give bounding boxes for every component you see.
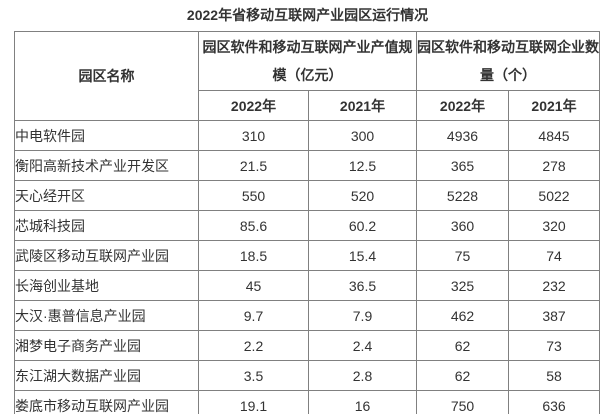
table-row: 东江湖大数据产业园 3.5 2.8 62 58: [14, 360, 600, 391]
year-header-output-2022: 2022年: [198, 90, 309, 121]
value-cell: 21.5: [198, 150, 309, 181]
year-header-count-2022: 2022年: [416, 90, 509, 121]
table-row: 芯城科技园 85.6 60.2 360 320: [14, 210, 600, 241]
year-header-output-2021: 2021年: [308, 90, 417, 121]
value-cell: 7.9: [308, 300, 417, 331]
park-name-cell: 娄底市移动互联网产业园: [14, 390, 199, 414]
value-cell: 2.8: [308, 360, 417, 391]
value-cell: 15.4: [308, 240, 417, 271]
park-name-cell: 芯城科技园: [14, 210, 199, 241]
group-header-row: 园区名称 园区软件和移动互联网产业产值规 模（亿元） 园区软件和移动互联网企业数…: [14, 31, 600, 121]
year-header-count-2021: 2021年: [508, 90, 600, 121]
page-title: 2022年省移动互联网产业园区运行情况: [186, 7, 429, 23]
value-cell: 16: [308, 390, 417, 414]
value-cell: 320: [508, 210, 600, 241]
value-cell: 58: [508, 360, 600, 391]
value-cell: 300: [308, 120, 417, 151]
park-name-cell: 湘梦电子商务产业园: [14, 330, 199, 361]
value-cell: 45: [198, 270, 309, 301]
value-cell: 75: [416, 240, 509, 271]
enterprise-count-group-header-line1: 园区软件和移动互联网企业数: [417, 39, 599, 55]
output-value-group-header-line2: 模（亿元）: [272, 67, 343, 83]
park-name-cell: 天心经开区: [14, 180, 199, 211]
park-name-column-header: 园区名称: [14, 31, 199, 121]
park-name-cell: 大汉·惠普信息产业园: [14, 300, 199, 331]
table-row: 大汉·惠普信息产业园 9.7 7.9 462 387: [14, 300, 600, 331]
output-value-group-header-line1: 园区软件和移动互联网产业产值规: [202, 39, 413, 55]
value-cell: 73: [508, 330, 600, 361]
value-cell: 2.4: [308, 330, 417, 361]
value-cell: 4845: [508, 120, 600, 151]
table-header: 园区名称 园区软件和移动互联网产业产值规 模（亿元） 园区软件和移动互联网企业数…: [14, 31, 600, 121]
park-name-cell: 衡阳高新技术产业开发区: [14, 150, 199, 181]
value-cell: 12.5: [308, 150, 417, 181]
value-cell: 9.7: [198, 300, 309, 331]
table-row: 天心经开区 550 520 5228 5022: [14, 180, 600, 211]
value-cell: 278: [508, 150, 600, 181]
value-cell: 36.5: [308, 270, 417, 301]
value-cell: 750: [416, 390, 509, 414]
value-cell: 365: [416, 150, 509, 181]
value-cell: 85.6: [198, 210, 309, 241]
value-cell: 550: [198, 180, 309, 211]
value-cell: 310: [198, 120, 309, 151]
park-name-cell: 中电软件园: [14, 120, 199, 151]
year-header-row: 2022年 2021年 2022年 2021年: [15, 90, 600, 121]
value-cell: 5228: [416, 180, 509, 211]
value-cell: 462: [416, 300, 509, 331]
value-cell: 62: [416, 330, 509, 361]
enterprise-count-group-header-line2: 量（个）: [480, 67, 536, 83]
enterprise-count-group-header: 园区软件和移动互联网企业数 量（个）: [416, 31, 600, 91]
park-name-cell: 武陵区移动互联网产业园: [14, 240, 199, 271]
table-row: 中电软件园 310 300 4936 4845: [14, 120, 600, 151]
value-cell: 62: [416, 360, 509, 391]
value-cell: 232: [508, 270, 600, 301]
table-body: 中电软件园 310 300 4936 4845 衡阳高新技术产业开发区 21.5 12.5 36…: [14, 120, 600, 414]
value-cell: 636: [508, 390, 600, 414]
value-cell: 360: [416, 210, 509, 241]
value-cell: 5022: [508, 180, 600, 211]
industry-park-table: 园区名称 园区软件和移动互联网产业产值规 模（亿元） 园区软件和移动互联网企业数…: [14, 31, 600, 414]
value-cell: 2.2: [198, 330, 309, 361]
output-value-group-header: 园区软件和移动互联网产业产值规 模（亿元）: [198, 31, 417, 91]
value-cell: 74: [508, 240, 600, 271]
park-name-cell: 东江湖大数据产业园: [14, 360, 199, 391]
table-row: 武陵区移动互联网产业园 18.5 15.4 75 74: [14, 240, 600, 271]
value-cell: 18.5: [198, 240, 309, 271]
value-cell: 19.1: [198, 390, 309, 414]
park-name-cell: 长海创业基地: [14, 270, 199, 301]
table-row: 娄底市移动互联网产业园 19.1 16 750 636: [14, 390, 600, 414]
value-cell: 387: [508, 300, 600, 331]
value-cell: 3.5: [198, 360, 309, 391]
table-row: 湘梦电子商务产业园 2.2 2.4 62 73: [14, 330, 600, 361]
value-cell: 60.2: [308, 210, 417, 241]
table-row: 衡阳高新技术产业开发区 21.5 12.5 365 278: [14, 150, 600, 181]
table-row: 长海创业基地 45 36.5 325 232: [14, 270, 600, 301]
value-cell: 520: [308, 180, 417, 211]
value-cell: 325: [416, 270, 509, 301]
value-cell: 4936: [416, 120, 509, 151]
